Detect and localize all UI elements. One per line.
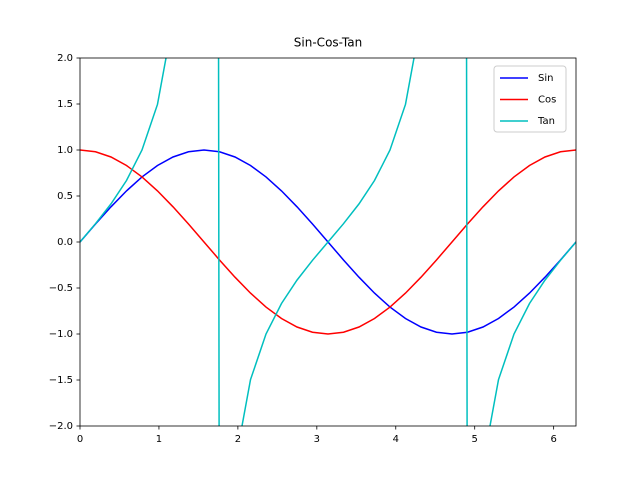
axes-frame (79, 57, 577, 427)
plot-area (80, 58, 576, 426)
series-line (80, 58, 576, 426)
legend-box (493, 65, 567, 133)
y-tick-label: 1.5 (57, 99, 73, 110)
x-tick-label: 5 (472, 434, 478, 445)
x-tick-label: 0 (77, 434, 83, 445)
y-tick-label: −0.5 (49, 283, 73, 294)
legend-label: Sin (538, 73, 553, 84)
x-tick-label: 2 (235, 434, 241, 445)
y-tick-label: 0.5 (57, 191, 73, 202)
y-tick-label: 1.0 (57, 145, 73, 156)
y-tick-label: −1.5 (49, 375, 73, 386)
x-tick-label: 6 (550, 434, 556, 445)
legend-label: Cos (538, 95, 556, 106)
x-tick-label: 3 (314, 434, 320, 445)
y-tick-label: −1.0 (49, 329, 73, 340)
y-tick-label: −2.0 (49, 421, 73, 432)
series-line (80, 149, 576, 335)
x-tick-label: 1 (156, 434, 162, 445)
y-tick-label: 2.0 (57, 53, 73, 64)
x-tick-label: 4 (393, 434, 399, 445)
chart-title: Sin-Cos-Tan (294, 36, 362, 50)
legend-label: Tan (537, 116, 555, 127)
y-tick-label: 0.0 (57, 237, 73, 248)
